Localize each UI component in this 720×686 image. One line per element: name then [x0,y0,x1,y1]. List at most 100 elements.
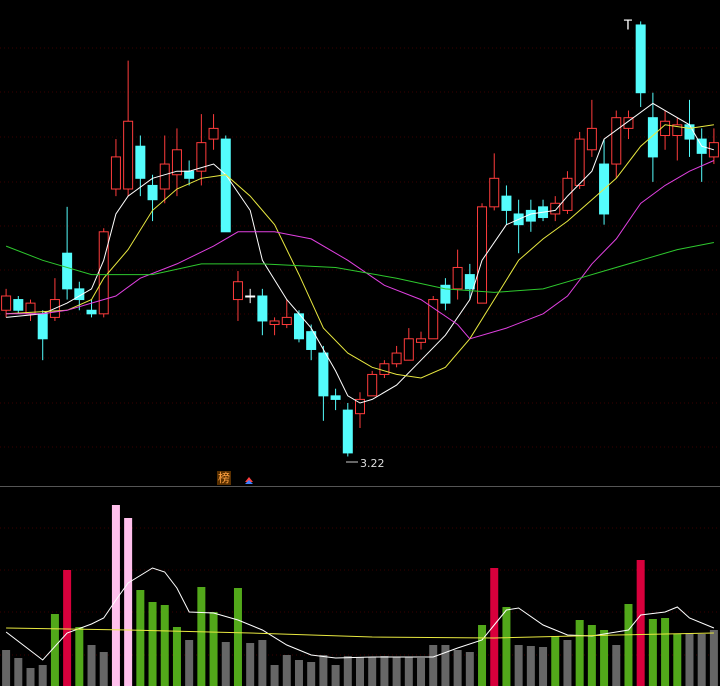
candle-body [184,170,195,179]
volume-bar [75,627,84,686]
volume-bar [307,662,316,686]
candle-body [196,142,207,172]
candle-body [208,127,219,140]
candle-body [660,120,671,137]
volume-bar [26,668,35,686]
moving-average-line [6,124,714,379]
candle-body [245,295,256,298]
volume-bar [380,656,389,686]
candle-body [1,295,12,311]
volume-bar [526,646,535,686]
volume-bar [685,633,694,686]
candle-body [672,124,683,137]
candle-body [403,338,414,361]
candle-body [416,338,427,343]
volume-bar [343,656,352,686]
volume-bar [124,518,133,686]
candle-body [232,281,243,301]
badge-box [217,471,231,485]
volume-bar [331,665,340,686]
low-label: 3.22 [360,457,385,470]
moving-average-line [5,567,715,661]
volume-bar [490,568,499,686]
candle-body [330,395,341,400]
candle-body [159,163,170,190]
candle-body [635,24,646,94]
candle-body [452,266,463,290]
volume-bar [453,650,462,686]
volume-bar [478,625,487,686]
volume-bar [319,655,328,686]
price-panel [1,21,719,457]
moving-average-line [6,102,715,404]
candle-body [489,177,500,208]
volume-bar [563,640,572,686]
candle-body [257,295,268,322]
candle-body [306,331,317,350]
candle-body [135,145,146,179]
volume-bar [356,657,364,686]
candle-body [623,117,634,129]
volume-bar [697,634,706,686]
volume-bar [14,658,23,686]
candle-body [684,124,695,140]
candle-body [318,352,329,397]
candle-body [281,316,292,326]
volume-bar [587,625,596,686]
candle-body [464,274,475,290]
volume-bar [111,505,120,686]
volume-bar [429,645,438,686]
volume-bar [50,614,59,686]
candle-body [86,309,97,315]
candle-body [123,120,134,190]
candle-body [586,127,597,151]
candle-body [440,284,451,304]
candle-body [171,149,182,176]
candle-body [550,202,561,215]
volume-bar [392,657,401,686]
candle-body [428,299,439,340]
volume-bar [648,619,657,686]
top-marker: T [623,19,632,34]
volume-bar [514,645,523,686]
volume-bar [258,640,267,686]
volume-bar [38,665,47,686]
grid [0,47,720,656]
up-arrow-icon [245,477,253,482]
badge: 榜 [218,470,230,485]
volume-bar [172,627,181,686]
volume-bar [282,655,291,686]
volume-bar [63,570,72,686]
volume-bar [551,636,560,686]
candle-body [220,138,231,233]
moving-average-line [5,242,714,293]
candle-body [98,231,109,315]
volume-bar [246,643,255,686]
volume-bar [539,647,548,686]
volume-bar [197,587,206,686]
candle-body [37,313,48,340]
volume-bar [368,657,377,686]
volume-bar [136,590,145,686]
candle-body [611,117,622,165]
volume-bar [294,660,303,686]
candle-body [269,320,280,326]
moving-average-line [6,160,715,340]
volume-bar [502,607,511,686]
candle-body [62,252,73,290]
up-arrow-icon [245,480,253,484]
candle-body [477,206,488,304]
volume-bar [441,645,450,686]
candle-body [355,398,365,415]
volume-bar [575,620,584,686]
moving-average-line [6,627,714,639]
candle-body [379,363,390,375]
candle-body [391,352,402,365]
volume-bar [185,640,194,686]
volume-bar [636,560,645,686]
volume-panel [2,505,718,686]
volume-bar [673,634,682,686]
candle-body [342,409,353,454]
